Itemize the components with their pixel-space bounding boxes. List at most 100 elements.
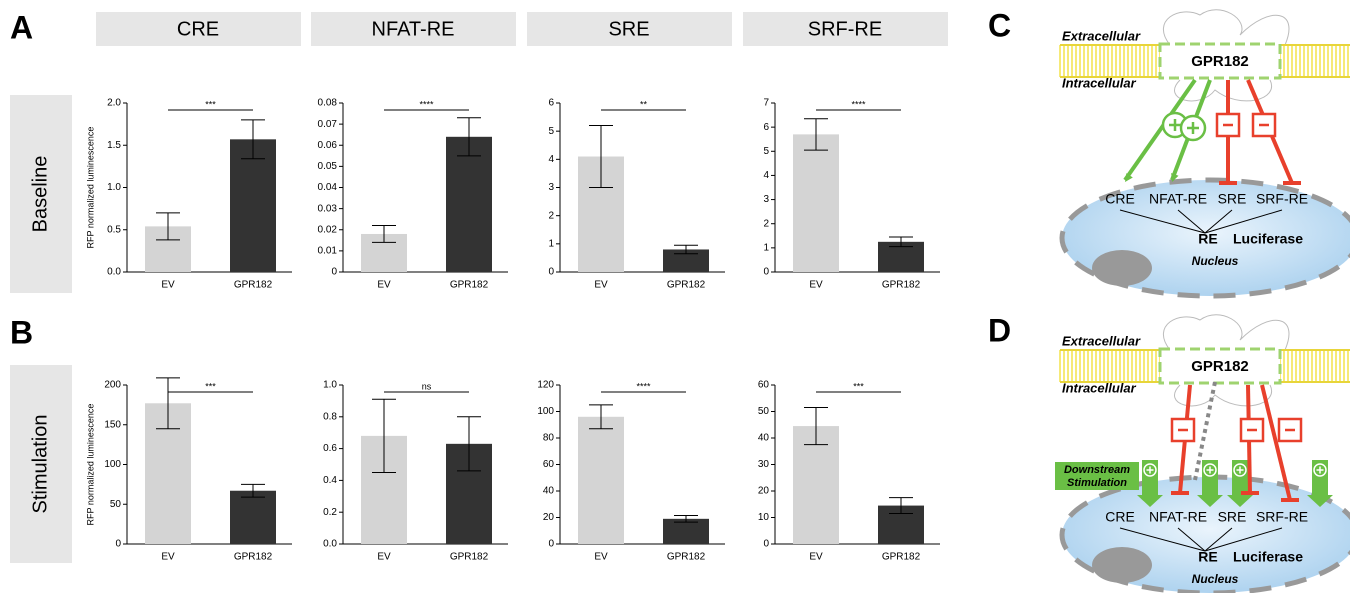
y-tick-label: 200 bbox=[104, 380, 121, 391]
nucleolus bbox=[1092, 250, 1152, 286]
intracellular-label: Intracellular bbox=[1062, 380, 1137, 395]
y-tick-label: 1.5 bbox=[107, 140, 121, 151]
response-element: NFAT-RE bbox=[1149, 191, 1207, 207]
y-tick-label: 0 bbox=[115, 539, 121, 550]
y-tick-label: 1.0 bbox=[323, 380, 337, 391]
y-tick-label: 1 bbox=[763, 242, 769, 253]
y-tick-label: 100 bbox=[537, 406, 554, 417]
x-tick-label: EV bbox=[809, 280, 823, 291]
y-tick-label: 0.2 bbox=[323, 507, 337, 518]
stimulation-label: Stimulation bbox=[1067, 477, 1127, 489]
y-axis-label: RFP normalized luminescence bbox=[85, 404, 95, 526]
x-tick-label: GPR182 bbox=[882, 280, 921, 291]
y-tick-label: 0.04 bbox=[318, 182, 338, 193]
y-tick-label: 60 bbox=[543, 459, 555, 470]
y-tick-label: 3 bbox=[763, 194, 769, 205]
y-tick-label: 0.6 bbox=[323, 443, 337, 454]
y-tick-label: 1 bbox=[548, 238, 554, 249]
y-tick-label: 30 bbox=[758, 459, 770, 470]
extracellular-label: Extracellular bbox=[1062, 28, 1141, 43]
column-header: SRF-RE bbox=[808, 18, 882, 40]
y-tick-label: 0.5 bbox=[107, 224, 121, 235]
x-tick-label: GPR182 bbox=[667, 280, 706, 291]
x-tick-label: EV bbox=[809, 552, 823, 563]
y-tick-label: 0.05 bbox=[318, 161, 338, 172]
y-tick-label: 0.03 bbox=[318, 203, 338, 214]
bar bbox=[230, 491, 276, 544]
y-tick-label: 5 bbox=[548, 126, 554, 137]
y-tick-label: 80 bbox=[543, 433, 555, 444]
response-element: CRE bbox=[1105, 509, 1135, 525]
response-element: NFAT-RE bbox=[1149, 509, 1207, 525]
y-tick-label: 0 bbox=[548, 539, 554, 550]
x-tick-label: GPR182 bbox=[234, 552, 273, 563]
row-label: Stimulation bbox=[29, 415, 51, 514]
y-tick-label: 0.4 bbox=[323, 475, 337, 486]
y-tick-label: 0.02 bbox=[318, 224, 338, 235]
reporter-luciferase: Luciferase bbox=[1233, 231, 1303, 247]
extracellular-label: Extracellular bbox=[1062, 333, 1141, 348]
significance-label: *** bbox=[205, 381, 216, 391]
x-tick-label: GPR182 bbox=[450, 280, 489, 291]
y-tick-label: 0.06 bbox=[318, 140, 338, 151]
y-tick-label: 6 bbox=[548, 98, 554, 109]
intracellular-label: Intracellular bbox=[1062, 75, 1137, 90]
stimulation-label: Downstream bbox=[1064, 464, 1130, 476]
panel-label: C bbox=[988, 7, 1011, 43]
column-header: SRE bbox=[608, 18, 649, 40]
y-tick-label: 5 bbox=[763, 146, 769, 157]
y-tick-label: 0.01 bbox=[318, 246, 338, 257]
y-tick-label: 0.0 bbox=[107, 267, 121, 278]
y-tick-label: 0.08 bbox=[318, 98, 338, 109]
y-tick-label: 0 bbox=[763, 267, 769, 278]
y-tick-label: 4 bbox=[548, 154, 554, 165]
panel-label: A bbox=[10, 9, 33, 45]
significance-label: ns bbox=[422, 381, 432, 391]
x-tick-label: EV bbox=[377, 280, 391, 291]
y-axis-label: RFP normalized luminescence bbox=[85, 127, 95, 249]
x-tick-label: GPR182 bbox=[882, 552, 921, 563]
response-element: SRF-RE bbox=[1256, 191, 1308, 207]
x-tick-label: EV bbox=[594, 280, 608, 291]
panel-label: D bbox=[988, 312, 1011, 348]
row-label: Baseline bbox=[29, 156, 51, 233]
nucleus-label: Nucleus bbox=[1192, 254, 1239, 268]
y-tick-label: 60 bbox=[758, 380, 770, 391]
panel-label: B bbox=[10, 314, 33, 350]
y-tick-label: 2.0 bbox=[107, 98, 121, 109]
y-tick-label: 3 bbox=[548, 182, 554, 193]
x-tick-label: EV bbox=[594, 552, 608, 563]
y-tick-label: 40 bbox=[543, 486, 555, 497]
significance-label: **** bbox=[636, 381, 651, 391]
response-element: SRF-RE bbox=[1256, 509, 1308, 525]
column-header: NFAT-RE bbox=[372, 18, 455, 40]
significance-label: **** bbox=[419, 99, 434, 109]
y-tick-label: 0 bbox=[763, 539, 769, 550]
nucleus-label: Nucleus bbox=[1192, 572, 1239, 586]
receptor-label: GPR182 bbox=[1191, 53, 1249, 70]
y-tick-label: 40 bbox=[758, 433, 770, 444]
response-element: SRE bbox=[1218, 509, 1247, 525]
y-tick-label: 0 bbox=[331, 267, 337, 278]
y-tick-label: 0.0 bbox=[323, 539, 337, 550]
y-tick-label: 2 bbox=[548, 210, 554, 221]
receptor-label: GPR182 bbox=[1191, 358, 1249, 375]
y-tick-label: 150 bbox=[104, 419, 121, 430]
significance-label: **** bbox=[851, 99, 866, 109]
significance-label: *** bbox=[205, 99, 216, 109]
y-tick-label: 1.0 bbox=[107, 182, 121, 193]
y-tick-label: 0.8 bbox=[323, 411, 337, 422]
x-tick-label: EV bbox=[161, 280, 175, 291]
y-tick-label: 10 bbox=[758, 512, 770, 523]
bar bbox=[578, 417, 624, 544]
y-tick-label: 4 bbox=[763, 170, 769, 181]
y-tick-label: 50 bbox=[758, 406, 770, 417]
y-tick-label: 50 bbox=[110, 499, 122, 510]
response-element: CRE bbox=[1105, 191, 1135, 207]
x-tick-label: GPR182 bbox=[450, 552, 489, 563]
y-tick-label: 100 bbox=[104, 459, 121, 470]
y-tick-label: 6 bbox=[763, 122, 769, 133]
response-element: SRE bbox=[1218, 191, 1247, 207]
y-tick-label: 0.07 bbox=[318, 119, 338, 130]
y-tick-label: 120 bbox=[537, 380, 554, 391]
